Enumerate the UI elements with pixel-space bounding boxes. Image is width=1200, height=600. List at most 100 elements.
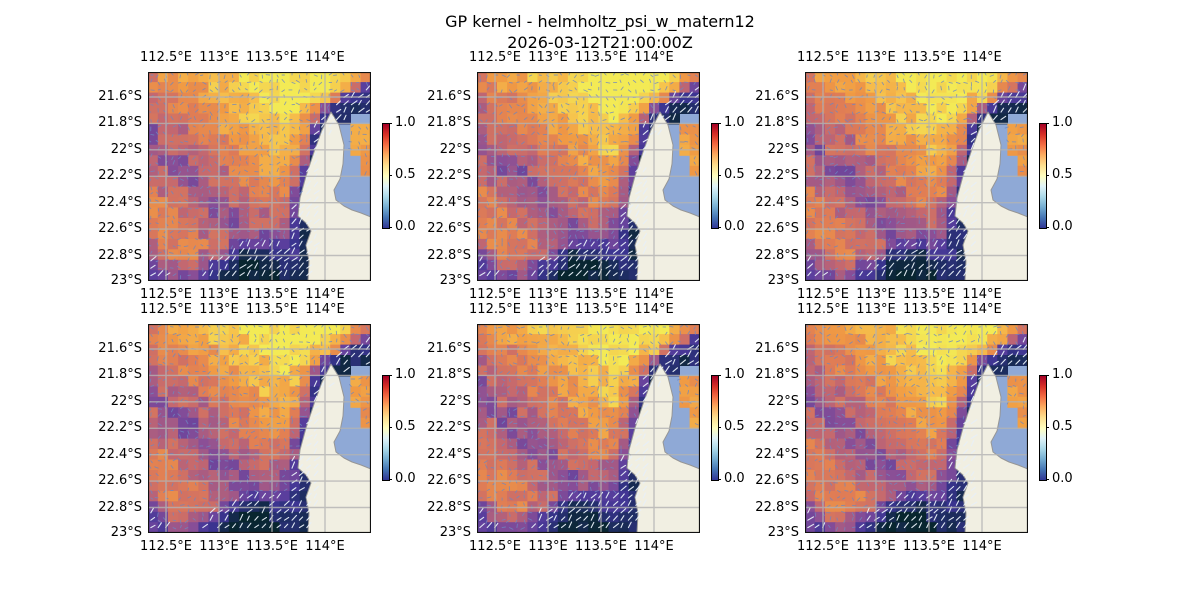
colorbar-tick-label: 0.0 xyxy=(724,219,745,234)
x-tick-label-top: 113°E xyxy=(199,302,239,317)
heatmap-cells xyxy=(805,72,1028,281)
x-tick-label-top: 114°E xyxy=(962,302,1002,317)
y-tick-label: 22.4°S xyxy=(427,446,471,462)
x-tick-label-top: 113°E xyxy=(856,50,896,65)
colorbar-tick-mark xyxy=(389,479,392,480)
y-tick-label: 22.2°S xyxy=(427,420,471,436)
y-tick-label: 21.6°S xyxy=(755,89,799,104)
map-plot-r0c0 xyxy=(148,72,371,281)
x-tick-label-top: 114°E xyxy=(305,302,345,317)
x-tick-label-top: 114°E xyxy=(634,50,674,65)
y-tick-label: 22.2°S xyxy=(755,420,799,436)
y-tick-label: 22.8°S xyxy=(98,247,142,263)
y-tick-label: 23°S xyxy=(767,525,799,540)
y-tick-label: 22.6°S xyxy=(755,221,799,237)
x-tick-label-bottom: 114°E xyxy=(962,287,1002,302)
x-tick-label-bottom: 114°E xyxy=(305,539,345,554)
colorbar xyxy=(711,375,719,481)
map-plot-r1c1 xyxy=(477,324,700,533)
x-tick-label-bottom: 112.5°E xyxy=(797,287,849,302)
axes-frame xyxy=(477,72,700,281)
y-tick-label: 21.8°S xyxy=(427,115,471,131)
y-tick-label: 22.4°S xyxy=(755,194,799,210)
x-tick-label-top: 113.5°E xyxy=(903,50,955,65)
land-polygon xyxy=(954,111,1028,281)
y-tick-label: 21.6°S xyxy=(427,89,471,104)
colorbar-tick-label: 1.0 xyxy=(395,367,416,382)
y-tick-label: 22.8°S xyxy=(427,247,471,263)
x-tick-label-bottom: 113.5°E xyxy=(246,539,298,554)
y-tick-label: 21.8°S xyxy=(427,367,471,383)
colorbar-tick-label: 0.0 xyxy=(1052,219,1073,234)
y-tick-label: 22.2°S xyxy=(98,420,142,436)
x-tick-label-top: 112.5°E xyxy=(469,50,521,65)
y-tick-label: 23°S xyxy=(110,525,142,540)
x-tick-label-top: 113.5°E xyxy=(246,302,298,317)
axes-frame xyxy=(477,324,700,533)
x-tick-label-top: 113.5°E xyxy=(903,302,955,317)
y-tick-label: 22.2°S xyxy=(427,168,471,184)
colorbar-tick-label: 1.0 xyxy=(395,115,416,130)
y-tick-label: 22.4°S xyxy=(427,194,471,210)
colorbar-tick-mark xyxy=(389,375,392,376)
land-polygon xyxy=(626,111,700,281)
x-tick-label-bottom: 113°E xyxy=(199,539,239,554)
y-tick-label: 22.8°S xyxy=(755,247,799,263)
x-tick-label-top: 113°E xyxy=(199,50,239,65)
y-tick-label: 21.8°S xyxy=(755,115,799,131)
x-tick-label-top: 114°E xyxy=(634,302,674,317)
y-tick-label: 21.6°S xyxy=(98,89,142,104)
x-tick-label-bottom: 113°E xyxy=(528,539,568,554)
x-tick-label-top: 114°E xyxy=(305,50,345,65)
colorbar-tick-mark xyxy=(718,375,721,376)
x-tick-label-top: 113°E xyxy=(528,50,568,65)
y-tick-label: 23°S xyxy=(439,273,471,288)
y-tick-label: 22°S xyxy=(767,141,799,157)
gridlines xyxy=(805,72,1028,281)
colorbar-tick-label: 1.0 xyxy=(1052,367,1073,382)
colorbar-tick-mark xyxy=(718,227,721,228)
y-tick-label: 22.4°S xyxy=(755,446,799,462)
x-tick-label-bottom: 114°E xyxy=(634,539,674,554)
colorbar-tick-label: 1.0 xyxy=(1052,115,1073,130)
y-tick-label: 22.8°S xyxy=(427,499,471,515)
y-tick-label: 22.8°S xyxy=(755,499,799,515)
x-tick-label-bottom: 112.5°E xyxy=(469,539,521,554)
y-tick-label: 22°S xyxy=(110,141,142,157)
x-tick-label-top: 112.5°E xyxy=(140,302,192,317)
x-tick-label-top: 113.5°E xyxy=(575,50,627,65)
gridlines xyxy=(477,324,700,533)
x-tick-label-bottom: 113°E xyxy=(199,287,239,302)
colorbar xyxy=(1039,123,1047,229)
x-tick-label-bottom: 113°E xyxy=(856,287,896,302)
axes-frame xyxy=(805,324,1028,533)
heatmap-cells xyxy=(148,72,371,281)
axes-frame xyxy=(148,324,371,533)
y-tick-label: 22°S xyxy=(439,393,471,409)
colorbar-tick-mark xyxy=(718,479,721,480)
colorbar-tick-mark xyxy=(389,427,392,428)
x-tick-label-top: 112.5°E xyxy=(469,302,521,317)
colorbar-tick-mark xyxy=(718,427,721,428)
y-tick-label: 21.8°S xyxy=(98,367,142,383)
y-tick-label: 22°S xyxy=(767,393,799,409)
x-tick-label-bottom: 113.5°E xyxy=(575,287,627,302)
gridlines xyxy=(805,324,1028,533)
y-tick-label: 22.4°S xyxy=(98,194,142,210)
colorbar-tick-mark xyxy=(718,123,721,124)
y-tick-label: 22.6°S xyxy=(98,473,142,489)
y-tick-label: 22.6°S xyxy=(755,473,799,489)
axes-frame xyxy=(148,72,371,281)
x-tick-label-top: 114°E xyxy=(962,50,1002,65)
x-tick-label-bottom: 112.5°E xyxy=(469,287,521,302)
colorbar-tick-mark xyxy=(389,227,392,228)
y-tick-label: 21.8°S xyxy=(755,367,799,383)
colorbar-tick-label: 0.5 xyxy=(1052,419,1073,434)
land-polygon xyxy=(297,363,371,533)
y-tick-label: 22.2°S xyxy=(98,168,142,184)
figure-title: GP kernel - helmholtz_psi_w_matern12 xyxy=(445,12,755,31)
x-tick-label-top: 113.5°E xyxy=(246,50,298,65)
axes-frame xyxy=(805,72,1028,281)
x-tick-label-top: 112.5°E xyxy=(140,50,192,65)
